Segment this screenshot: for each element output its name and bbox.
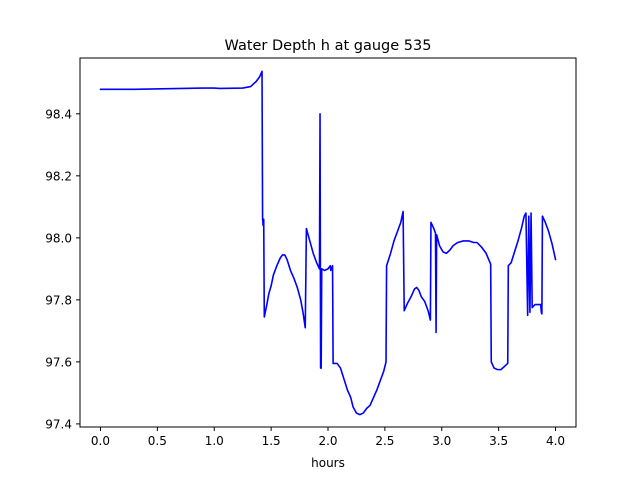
- x-tick-label: 1.0: [205, 434, 224, 448]
- y-tick-label: 98.2: [45, 169, 72, 183]
- plot-area: [99, 70, 557, 416]
- y-tick-label: 97.6: [45, 355, 72, 369]
- chart-title: Water Depth h at gauge 535: [225, 38, 432, 54]
- x-tick-label: 0.0: [91, 434, 110, 448]
- x-tick-label: 3.0: [432, 434, 451, 448]
- x-axis: 0.0 0.5 1.0 1.5 2.0 2.5 3.0 3.5 4.0: [91, 427, 565, 448]
- x-tick-label: 2.5: [375, 434, 394, 448]
- x-tick-label: 2.0: [318, 434, 337, 448]
- x-axis-label: hours: [311, 456, 345, 470]
- x-tick-label: 1.5: [262, 434, 281, 448]
- y-axis: 97.4 97.6 97.8 98.0 98.2 98.4: [45, 107, 80, 431]
- series-line-0: [99, 70, 557, 416]
- x-tick-label: 3.5: [489, 434, 508, 448]
- y-tick-label: 98.4: [45, 107, 72, 121]
- y-tick-label: 97.4: [45, 417, 72, 431]
- x-tick-label: 4.0: [546, 434, 565, 448]
- y-tick-label: 98.0: [45, 231, 72, 245]
- y-tick-label: 97.8: [45, 293, 72, 307]
- x-tick-label: 0.5: [148, 434, 167, 448]
